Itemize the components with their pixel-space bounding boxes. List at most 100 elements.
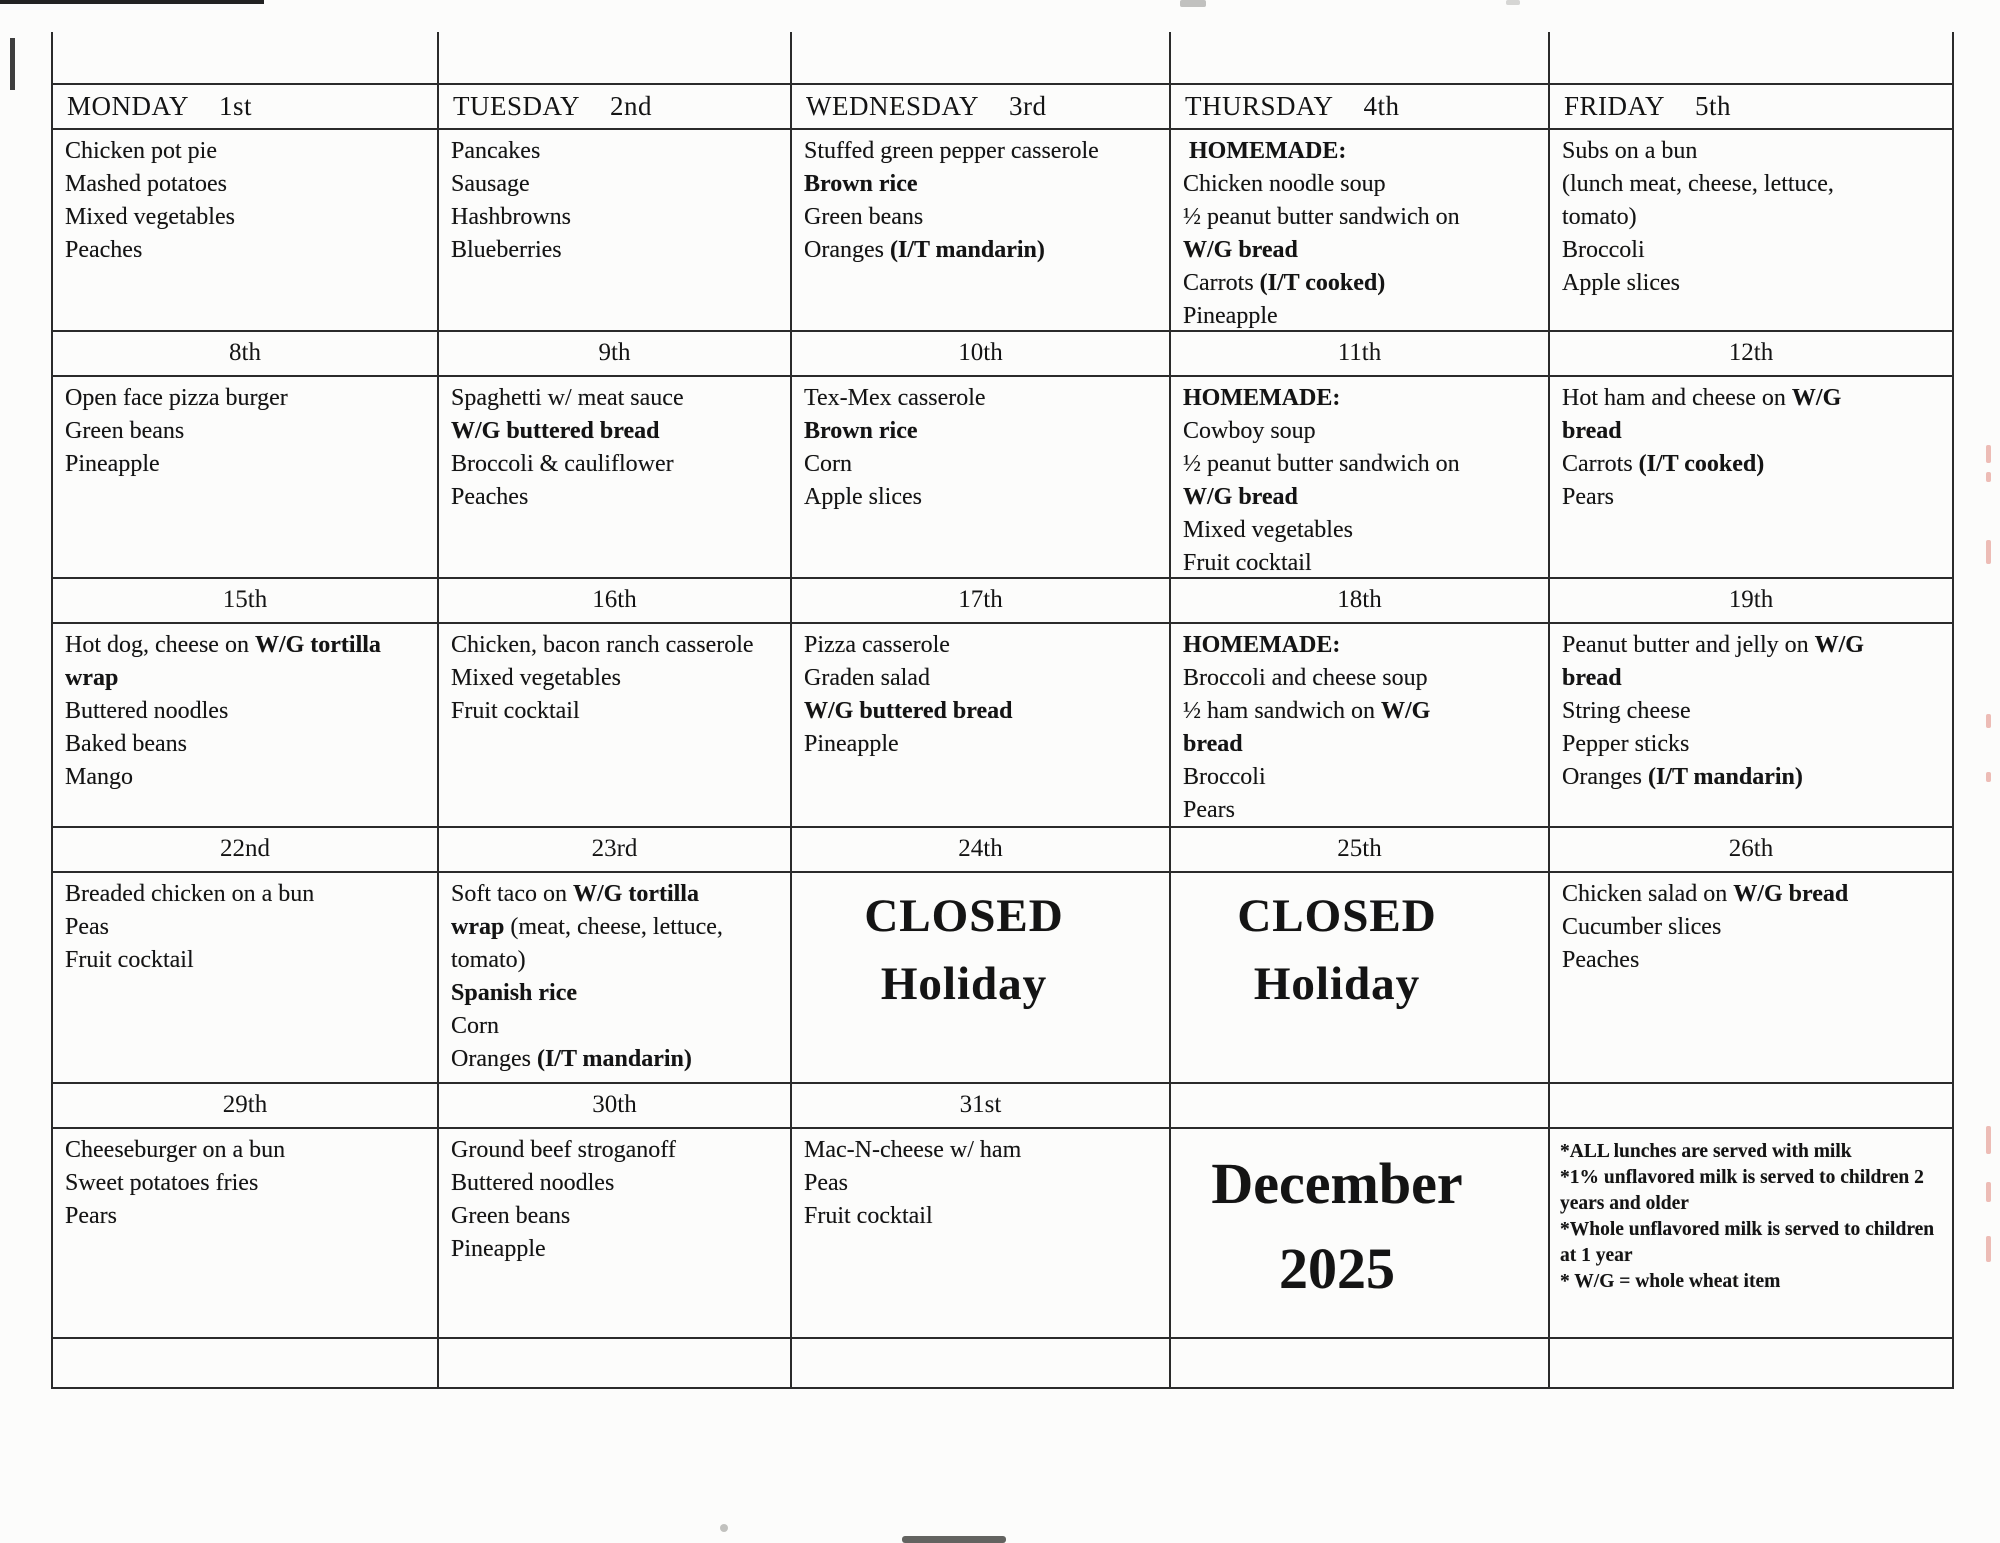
milk-note: *Whole unflavored milk is served to chil… (1560, 1219, 1935, 1266)
menu-item: Fruit cocktail (804, 1203, 933, 1229)
menu-item: Stuffed green pepper casserole (804, 138, 1099, 164)
date-18th: 18th (1171, 579, 1550, 622)
date-30th: 30th (439, 1084, 792, 1127)
weekday-label: THURSDAY (1185, 91, 1334, 121)
menu-item: String cheese (1562, 698, 1691, 724)
menu-item: Chicken, bacon ranch casserole (451, 632, 754, 658)
menu-item: Chicken pot pie (65, 138, 217, 164)
menu-item: Mixed vegetables (65, 204, 235, 230)
date-29th: 29th (51, 1084, 439, 1127)
scan-artifact-bottom-dot (720, 1524, 728, 1532)
menu-dec-31: Mac-N-cheese w/ ham Peas Fruit cocktail (792, 1129, 1171, 1337)
menu-item: Chicken salad on W/G bread (1562, 881, 1849, 907)
scan-artifact-top-mark (1506, 0, 1520, 5)
date-empty (1171, 1084, 1550, 1127)
menu-item: Green beans (65, 418, 185, 444)
weekday-label: FRIDAY (1564, 91, 1666, 121)
menu-item: HOMEMADE: (1183, 385, 1341, 411)
menu-dec-19: Peanut butter and jelly on W/G bread Stri… (1550, 624, 1954, 826)
menu-item: ½ peanut butter sandwich on W/G bread (1183, 204, 1460, 263)
menu-item: Pineapple (65, 451, 160, 477)
menu-item: Sausage (451, 171, 530, 197)
date-row-week2: 8th 9th 10th 11th 12th (51, 332, 1954, 377)
weekday-label: TUESDAY (453, 91, 581, 121)
menu-item: Pears (1562, 484, 1614, 510)
menu-dec-2: Pancakes Sausage Hashbrowns Blueberries (439, 130, 792, 330)
date-23rd: 23rd (439, 828, 792, 871)
scan-artifact-bottom-smudge (902, 1536, 1006, 1543)
menu-item: Pizza casserole (804, 632, 950, 658)
menu-item: Peaches (65, 237, 143, 263)
menu-item: Mixed vegetables (1183, 517, 1353, 543)
menu-item: Sweet potatoes fries (65, 1170, 259, 1196)
date-row-week5: 29th 30th 31st (51, 1084, 1954, 1129)
menu-item: HOMEMADE: (1189, 138, 1347, 164)
date-16th: 16th (439, 579, 792, 622)
date-22nd: 22nd (51, 828, 439, 871)
menu-item: Pepper sticks (1562, 731, 1690, 757)
menu-item: Hashbrowns (451, 204, 571, 230)
menu-item: Carrots (I/T cooked) (1562, 451, 1765, 477)
menu-dec-1: Chicken pot pie Mashed potatoes Mixed vege… (51, 130, 439, 330)
menu-item: Apple slices (1562, 270, 1680, 296)
menu-item: Mango (65, 764, 133, 790)
menu-item: Broccoli and cheese soup (1183, 665, 1428, 691)
closed-dec-24: CLOSED Holiday (792, 873, 1171, 1082)
menu-dec-18: HOMEMADE: Broccoli and cheese soup ½ ham s… (1171, 624, 1550, 826)
date-label: 1st (219, 91, 253, 121)
menu-item: HOMEMADE: (1183, 632, 1341, 658)
menu-dec-3: Stuffed green pepper casserole Brown rice… (792, 130, 1171, 330)
menu-item: Mac-N-cheese w/ ham (804, 1137, 1022, 1163)
date-12th: 12th (1550, 332, 1954, 375)
menu-item: Broccoli (1183, 764, 1266, 790)
menu-item: Subs on a bun (1562, 138, 1698, 164)
menu-row-week1: Chicken pot pie Mashed potatoes Mixed vege… (51, 130, 1954, 332)
date-15th: 15th (51, 579, 439, 622)
top-empty-cell (439, 32, 792, 83)
menu-item: Peas (804, 1170, 848, 1196)
menu-dec-15: Hot dog, cheese on W/G tortilla wrap Butt… (51, 624, 439, 826)
menu-row-week3: Hot dog, cheese on W/G tortilla wrap Butt… (51, 624, 1954, 828)
menu-item: Oranges (I/T mandarin) (1562, 764, 1803, 790)
date-row-week4: 22nd 23rd 24th 25th 26th (51, 828, 1954, 873)
date-26th: 26th (1550, 828, 1954, 871)
scan-artifact-top-mark (1180, 0, 1206, 7)
menu-item: Pineapple (451, 1236, 546, 1262)
closed-holiday-text: CLOSED (864, 890, 1064, 942)
menu-item: ½ peanut butter sandwich on W/G bread (1183, 451, 1460, 510)
scan-artifact-left-dash (10, 38, 15, 90)
menu-dec-26: Chicken salad on W/G bread Cucumber slice… (1550, 873, 1954, 1082)
menu-item: Mashed potatoes (65, 171, 227, 197)
closed-holiday-text: Holiday (880, 958, 1048, 1010)
menu-dec-12: Hot ham and cheese on W/G bread Carrots (… (1550, 377, 1954, 577)
milk-note: * W/G = whole wheat item (1560, 1271, 1781, 1292)
bottom-empty-cell (1171, 1339, 1550, 1387)
menu-item: Chicken noodle soup (1183, 171, 1386, 197)
scan-artifact-top-line (0, 0, 264, 4)
date-row-week3: 15th 16th 17th 18th 19th (51, 579, 1954, 624)
menu-item: Peanut butter and jelly on W/G bread (1562, 632, 1864, 691)
date-empty (1550, 1084, 1954, 1127)
date-label: 5th (1695, 91, 1732, 121)
bottom-empty-cell (439, 1339, 792, 1387)
menu-dec-10: Tex-Mex casserole Brown rice Corn Apple sli… (792, 377, 1171, 577)
date-31st: 31st (792, 1084, 1171, 1127)
scan-artifact-pink-mark (1986, 1236, 1991, 1262)
menu-item: Mixed vegetables (451, 665, 621, 691)
menu-dec-17: Pizza casserole Graden salad W/G buttered … (792, 624, 1171, 826)
bottom-empty-cell (51, 1339, 439, 1387)
menu-item: Fruit cocktail (1183, 550, 1312, 576)
bottom-empty-cell (1550, 1339, 1954, 1387)
header-monday: MONDAY 1st (51, 85, 439, 128)
menu-item: Oranges (I/T mandarin) (451, 1046, 692, 1072)
menu-item: Spanish rice (451, 980, 578, 1006)
menu-item: W/G buttered bread (451, 418, 660, 444)
menu-item: Fruit cocktail (65, 947, 194, 973)
menu-dec-11: HOMEMADE: Cowboy soup ½ peanut butter sand… (1171, 377, 1550, 577)
closed-dec-25: CLOSED Holiday (1171, 873, 1550, 1082)
scan-artifact-pink-mark (1986, 1126, 1991, 1154)
menu-item: (lunch meat, cheese, lettuce, tomato) (1562, 171, 1834, 230)
menu-item: Soft taco on W/G tortilla wrap (meat, ch… (451, 881, 723, 973)
menu-item: Carrots (I/T cooked) (1183, 270, 1386, 296)
